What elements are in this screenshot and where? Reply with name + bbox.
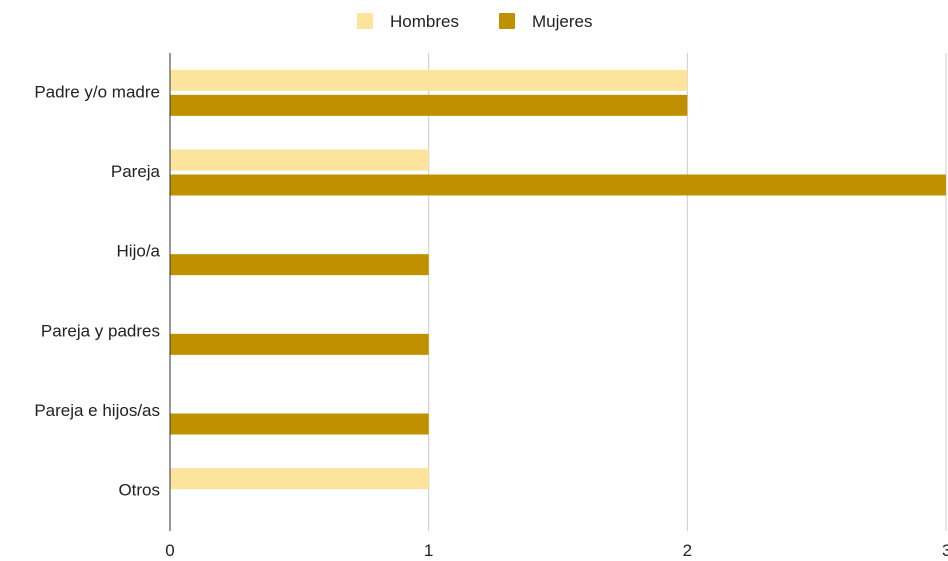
category-label-pareja: Pareja: [111, 162, 161, 181]
bars: [170, 69, 946, 490]
x-tick-label-3: 3: [942, 541, 948, 560]
legend-item-hombres: Hombres: [357, 12, 459, 31]
bar-mujeres-pareja-e-hijos-as: [170, 413, 429, 435]
legend-item-mujeres: Mujeres: [499, 12, 592, 31]
category-label-otros: Otros: [118, 481, 160, 500]
gridlines: [428, 53, 947, 531]
x-tick-label-2: 2: [683, 541, 692, 560]
bar-mujeres-padre-y-o-madre: [170, 94, 688, 116]
legend-label-mujeres: Mujeres: [532, 12, 592, 31]
legend-swatch-mujeres: [499, 13, 515, 29]
category-labels: Padre y/o madre Pareja Hijo/a Pareja y padr…: [34, 82, 160, 499]
legend-swatch-hombres: [357, 13, 373, 29]
x-tick-label-0: 0: [165, 541, 174, 560]
category-label-hijo-a: Hijo/a: [117, 242, 161, 261]
bar-hombres-padre-y-o-madre: [170, 69, 688, 91]
bar-hombres-otros: [170, 468, 429, 490]
bar-mujeres-pareja: [170, 174, 946, 196]
legend-label-hombres: Hombres: [390, 12, 459, 31]
category-label-padre-y-o-madre: Padre y/o madre: [34, 82, 160, 101]
category-label-pareja-e-hijos-as: Pareja e hijos/as: [34, 401, 160, 420]
x-tick-label-1: 1: [424, 541, 433, 560]
category-label-pareja-y-padres: Pareja y padres: [41, 321, 160, 340]
x-tick-labels: 0 1 2 3: [165, 541, 948, 560]
bar-hombres-pareja: [170, 149, 429, 171]
bar-mujeres-hijo-a: [170, 254, 429, 276]
bar-mujeres-pareja-y-padres: [170, 333, 429, 355]
legend: Hombres Mujeres: [357, 12, 592, 31]
